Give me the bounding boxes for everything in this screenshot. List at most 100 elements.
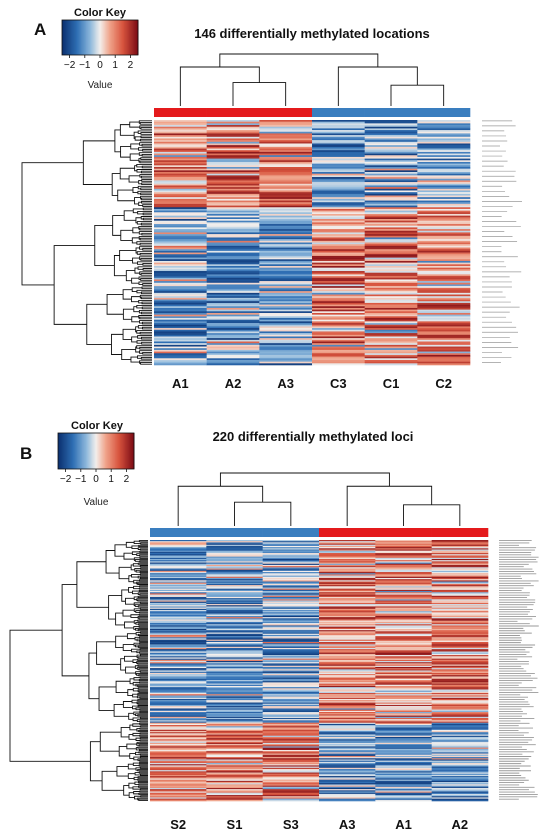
heatmap-cell [206, 123, 260, 126]
heatmap-cell [206, 649, 263, 651]
heatmap-cell [259, 346, 313, 349]
heatmap-cell [154, 232, 207, 235]
heatmap-cell [150, 797, 207, 799]
heatmap-cell [262, 649, 320, 651]
heatmap-cell [150, 614, 207, 617]
heatmap-cell [150, 580, 207, 582]
heatmap-cell [154, 200, 207, 203]
heatmap-cell [417, 304, 471, 307]
heatmap-cell [259, 146, 313, 149]
color-key-swatch [123, 433, 126, 469]
heatmap-cell [206, 312, 260, 315]
heatmap-cell [206, 796, 263, 798]
heatmap-cell [206, 687, 263, 689]
heatmap-cell [206, 541, 263, 543]
heatmap-cell [206, 595, 263, 598]
heatmap-cell [312, 138, 365, 141]
heatmap-cell [150, 792, 207, 795]
heatmap-cell [206, 778, 263, 780]
heatmap-cell [431, 742, 489, 745]
heatmap-cell [431, 694, 489, 696]
heatmap-cell [206, 721, 263, 723]
heatmap-cell [417, 224, 471, 227]
heatmap-cell [375, 638, 432, 640]
heatmap-cell [431, 651, 489, 654]
heatmap-cell [375, 643, 432, 645]
heatmap-cell [150, 703, 207, 706]
heatmap-cell [375, 733, 432, 735]
heatmap-cell [206, 173, 260, 176]
heatmap-cell [375, 600, 432, 602]
heatmap-cell [206, 197, 260, 200]
heatmap-cell [375, 706, 432, 708]
heatmap-cell [319, 683, 376, 686]
heatmap-cell [431, 698, 489, 701]
heatmap-cell [206, 239, 260, 242]
heatmap-cell [431, 668, 489, 670]
heatmap-cell [262, 713, 320, 715]
heatmap-cell [312, 353, 365, 356]
heatmap-cell [364, 257, 418, 260]
heatmap-cell [364, 123, 418, 126]
heatmap-cell [154, 168, 207, 171]
heatmap-cell [431, 741, 489, 744]
heatmap-cell [150, 596, 207, 599]
heatmap-cell [154, 252, 207, 255]
heatmap-cell [154, 213, 207, 216]
heatmap-cell [364, 267, 418, 270]
heatmap-cell [364, 160, 418, 163]
heatmap-cell [206, 192, 260, 195]
heatmap-cell [154, 356, 207, 359]
heatmap-cell [259, 205, 313, 208]
heatmap-cell [206, 637, 263, 639]
heatmap-cell [312, 202, 365, 205]
heatmap-cell [206, 156, 260, 159]
heatmap-cell [364, 245, 418, 248]
heatmap-cell [417, 225, 471, 228]
heatmap-cell [312, 195, 365, 198]
heatmap-cell [431, 655, 489, 657]
heatmap-cell [150, 577, 207, 580]
heatmap-cell [312, 265, 365, 268]
heatmap-cell [206, 566, 263, 568]
heatmap-cell [206, 299, 260, 302]
heatmap-cell [319, 586, 376, 588]
heatmap-cell [206, 338, 260, 341]
heatmap-cell [417, 358, 471, 361]
heatmap-cell [206, 277, 260, 280]
heatmap-cell [150, 731, 207, 733]
heatmap-cell [262, 725, 320, 727]
heatmap-cell [150, 709, 207, 712]
heatmap-cell [319, 596, 376, 599]
heatmap-cell [375, 739, 432, 741]
color-key-swatch [116, 433, 119, 469]
heatmap-cell [431, 670, 489, 672]
heatmap-cell [150, 744, 207, 746]
heatmap-cell [259, 318, 313, 320]
heatmap-cell [312, 188, 365, 191]
heatmap-cell [206, 698, 263, 701]
heatmap-cell [154, 267, 207, 270]
heatmap-cell [364, 294, 418, 297]
heatmap-cell [262, 700, 320, 702]
heatmap-cell [375, 547, 432, 549]
color-key-swatch [120, 20, 123, 55]
heatmap-cell [364, 264, 418, 267]
heatmap-cell [206, 732, 263, 734]
heatmap-cell [206, 634, 263, 637]
heatmap-cell [259, 314, 313, 317]
heatmap-cell [259, 339, 313, 342]
heatmap-cell [206, 708, 263, 710]
heatmap-cell [375, 727, 432, 729]
heatmap-cell [375, 585, 432, 587]
heatmap-cell [259, 279, 313, 282]
heatmap-cell [312, 255, 365, 258]
color-key-swatch [72, 20, 74, 55]
heatmap-cell [259, 351, 313, 354]
heatmap-cell [206, 795, 263, 797]
heatmap-cell [319, 682, 376, 684]
heatmap-cell [259, 307, 313, 310]
heatmap-cell [150, 620, 207, 623]
color-key-swatch [74, 433, 77, 469]
